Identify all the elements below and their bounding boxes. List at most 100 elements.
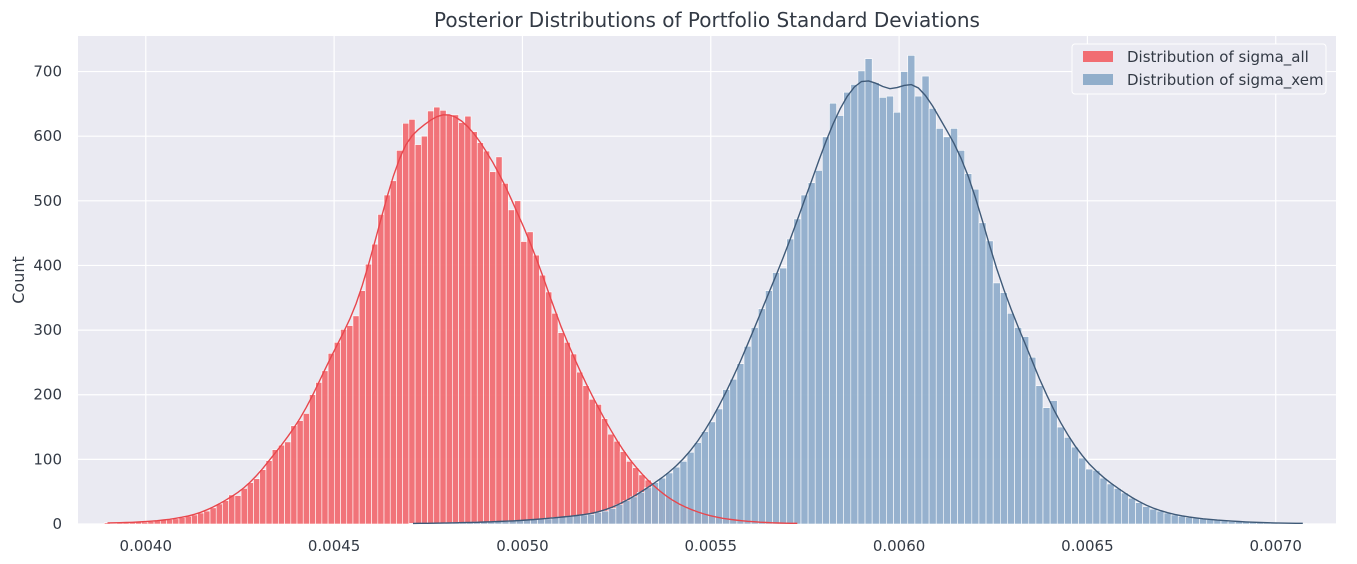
bar-sigma-all bbox=[253, 478, 261, 525]
bar-sigma-all bbox=[545, 291, 553, 525]
x-axis-ticks: 0.0040 0.0045 0.0050 0.0055 0.0060 0.0065 0.00… bbox=[120, 537, 1302, 555]
bar-sigma-xem bbox=[1135, 502, 1143, 525]
bar-sigma-all bbox=[539, 274, 546, 525]
bar-sigma-all bbox=[476, 142, 484, 525]
bar-sigma-xem bbox=[1121, 492, 1129, 525]
bar-sigma-xem bbox=[1128, 497, 1136, 525]
bar-sigma-xem bbox=[1142, 506, 1151, 525]
bar-sigma-xem bbox=[558, 516, 567, 525]
bar-sigma-all bbox=[414, 144, 422, 525]
bar-sigma-all bbox=[377, 214, 385, 525]
bar-sigma-all bbox=[365, 263, 372, 525]
bar-sigma-xem bbox=[900, 71, 909, 525]
bar-sigma-xem bbox=[594, 512, 602, 525]
bar-sigma-xem bbox=[1156, 510, 1165, 525]
bar-sigma-xem bbox=[679, 461, 688, 525]
bar-sigma-xem bbox=[886, 95, 894, 525]
bar-sigma-xem bbox=[914, 95, 923, 525]
chart-title: Posterior Distributions of Portfolio Sta… bbox=[434, 8, 980, 32]
legend-box bbox=[1071, 43, 1327, 95]
bar-sigma-all bbox=[296, 420, 304, 525]
bar-sigma-xem bbox=[1149, 508, 1158, 525]
bar-sigma-xem bbox=[793, 218, 802, 525]
bar-sigma-xem bbox=[829, 102, 837, 525]
bar-sigma-xem bbox=[1021, 336, 1030, 525]
bar-sigma-xem bbox=[772, 272, 780, 525]
bar-sigma-xem bbox=[1007, 312, 1015, 525]
bar-sigma-all bbox=[302, 413, 310, 525]
bar-sigma-xem bbox=[1064, 437, 1072, 525]
bar-sigma-xem bbox=[644, 487, 652, 525]
bar-sigma-xem bbox=[1177, 515, 1186, 525]
bar-sigma-xem bbox=[950, 128, 958, 525]
bar-sigma-xem bbox=[1185, 517, 1193, 525]
bar-sigma-xem bbox=[1042, 407, 1051, 525]
bar-sigma-xem bbox=[814, 170, 823, 525]
bar-sigma-all bbox=[259, 469, 267, 525]
x-tick-label: 0.0050 bbox=[496, 537, 549, 555]
bar-sigma-xem bbox=[807, 182, 816, 525]
bar-sigma-xem bbox=[658, 477, 667, 525]
y-tick-label: 500 bbox=[33, 192, 62, 210]
bar-sigma-all bbox=[551, 312, 559, 525]
bar-sigma-xem bbox=[601, 510, 610, 525]
y-axis-ticks: 0 100 200 300 400 500 600 700 bbox=[33, 63, 62, 533]
bar-sigma-xem bbox=[579, 514, 588, 525]
bar-sigma-all bbox=[514, 200, 522, 525]
bar-sigma-all bbox=[570, 353, 577, 525]
bar-sigma-xem bbox=[800, 194, 809, 525]
bar-sigma-xem bbox=[921, 75, 930, 525]
bar-sigma-all bbox=[178, 517, 186, 525]
bar-sigma-xem bbox=[1099, 477, 1108, 525]
bar-sigma-xem bbox=[736, 363, 745, 525]
bar-sigma-all bbox=[489, 171, 497, 525]
bar-sigma-xem bbox=[992, 282, 1001, 525]
bar-sigma-all bbox=[445, 114, 453, 525]
bar-sigma-xem bbox=[608, 508, 617, 525]
bar-sigma-all bbox=[371, 243, 379, 525]
bar-sigma-all bbox=[184, 515, 192, 525]
series-sigma-xem-bars bbox=[409, 55, 1307, 525]
bar-sigma-xem bbox=[907, 55, 916, 525]
bar-sigma-all bbox=[284, 441, 292, 525]
bar-sigma-xem bbox=[708, 421, 716, 525]
bar-sigma-xem bbox=[999, 292, 1008, 525]
bar-sigma-all bbox=[495, 156, 503, 525]
bar-sigma-xem bbox=[1192, 517, 1200, 525]
bar-sigma-xem bbox=[985, 240, 994, 525]
bar-sigma-xem bbox=[629, 496, 638, 525]
kde-curves bbox=[107, 80, 1303, 525]
x-tick-label: 0.0055 bbox=[685, 537, 738, 555]
bar-sigma-all bbox=[582, 385, 590, 525]
x-tick-label: 0.0060 bbox=[873, 537, 926, 555]
bar-sigma-xem bbox=[1035, 385, 1044, 525]
bar-sigma-all bbox=[209, 507, 217, 525]
bar-sigma-xem bbox=[1092, 470, 1101, 525]
bar-sigma-all bbox=[321, 370, 329, 525]
bar-sigma-xem bbox=[1028, 356, 1037, 525]
bar-sigma-xem bbox=[864, 58, 873, 525]
legend-swatch-sigma-all bbox=[1083, 51, 1113, 62]
bar-sigma-all bbox=[228, 494, 236, 525]
bar-sigma-xem bbox=[701, 431, 709, 525]
bar-sigma-all bbox=[402, 122, 410, 525]
bar-sigma-xem bbox=[836, 115, 844, 525]
bar-sigma-all bbox=[240, 488, 248, 525]
bar-sigma-xem bbox=[928, 108, 937, 525]
bar-sigma-all bbox=[327, 353, 335, 525]
bar-sigma-all bbox=[601, 418, 609, 525]
y-tick-label: 600 bbox=[33, 127, 62, 145]
bar-sigma-all bbox=[346, 325, 354, 525]
y-tick-label: 300 bbox=[33, 321, 62, 339]
bar-sigma-xem bbox=[971, 188, 980, 525]
bar-sigma-xem bbox=[1163, 512, 1172, 525]
bar-sigma-all bbox=[340, 329, 348, 525]
bar-sigma-xem bbox=[822, 136, 830, 525]
bar-sigma-xem bbox=[843, 91, 852, 525]
bar-sigma-all bbox=[532, 254, 540, 525]
bar-sigma-xem bbox=[757, 308, 766, 525]
bar-sigma-xem bbox=[743, 345, 752, 525]
bar-sigma-all bbox=[383, 194, 391, 525]
bar-sigma-xem bbox=[786, 238, 795, 525]
